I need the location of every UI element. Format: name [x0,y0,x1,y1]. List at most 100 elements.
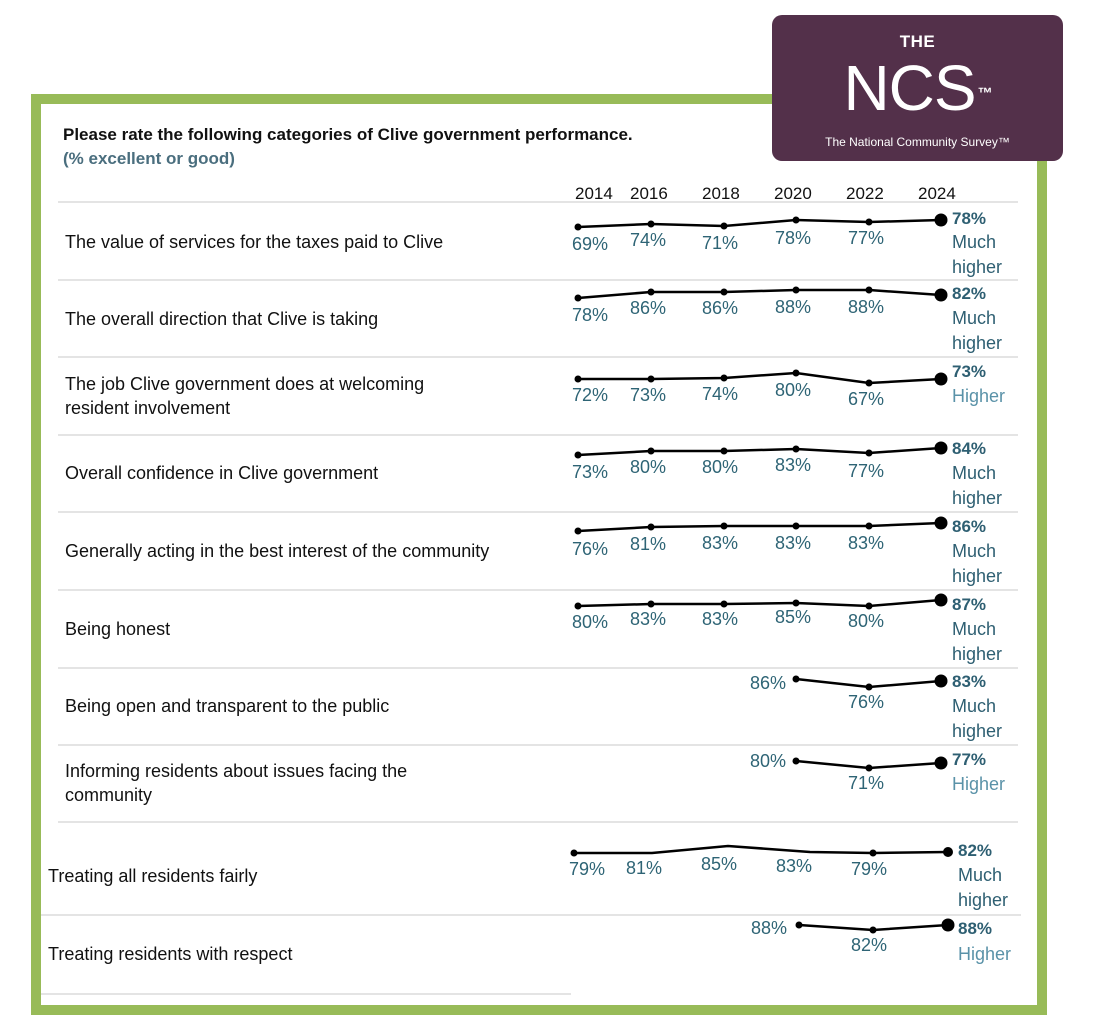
comparison-badge: Much higher [952,617,1002,667]
row-label-line: community [65,785,153,805]
data-value: 86% [750,673,787,693]
year-label: 2024 [918,184,956,203]
comparison-text: higher [952,566,1003,586]
data-value: 83% [702,609,739,629]
comparison-badge: Higher [952,386,1006,406]
row-divider [58,201,1018,203]
data-value: 77% [848,461,885,481]
data-value: 78% [572,305,609,325]
comparison-text: Much [958,865,1003,885]
data-value: 67% [848,389,885,409]
row-label: Informing residents about issues facing … [65,759,407,807]
data-value: 83% [775,455,812,475]
final-value: 78% [952,209,987,228]
comparison-text: higher [958,890,1009,910]
comparison-text: higher [952,488,1003,508]
row-label: Treating all residents fairly [48,866,258,886]
data-value: 73% [630,385,667,405]
row-divider [58,821,1018,823]
row-label: Treating residents with respect [48,944,293,964]
row-label: The overall direction that Clive is taki… [65,309,379,329]
data-value: 85% [701,854,738,874]
data-value: 88% [775,297,812,317]
data-value: 72% [572,385,609,405]
data-value: 76% [848,692,885,712]
comparison-badge: Much higher [952,461,1002,511]
data-value: 69% [572,234,609,254]
final-value: 73% [952,362,987,381]
row-label: Overall confidence in Clive government [65,463,379,483]
comparison-badge: Much higher [952,539,1002,589]
data-value: 88% [751,918,788,938]
data-value: 79% [851,859,888,879]
comparison-text: Much [952,463,997,483]
row-divider [58,744,1018,746]
final-value: 87% [952,595,987,614]
chart-title: Please rate the following categories of … [63,125,633,144]
data-value: 80% [848,611,885,631]
data-value: 78% [775,228,812,248]
comparison-text: higher [952,333,1003,353]
final-value: 88% [958,919,993,938]
row-label: The value of services for the taxes paid… [65,232,444,252]
comparison-badge: Much higher [952,694,1002,744]
comparison-text: Much [952,619,997,639]
data-value: 80% [572,612,609,632]
data-value: 83% [848,533,885,553]
data-value: 81% [630,534,667,554]
data-value: 80% [702,457,739,477]
comparison-badge: Much higher [952,230,1002,280]
year-label: 2018 [702,184,740,203]
data-value: 82% [851,935,888,955]
data-value: 86% [702,298,739,318]
data-value: 73% [572,462,609,482]
year-label: 2022 [846,184,884,203]
comparison-badge: Higher [958,944,1012,964]
data-value: 85% [775,607,812,627]
logo-ncs-text: NCS [843,52,976,124]
comparison-text: higher [952,644,1003,664]
data-value: 80% [750,751,787,771]
year-label: 2016 [630,184,668,203]
final-value: 84% [952,439,987,458]
row-label: The job Clive government does at welcomi… [65,372,424,420]
data-value: 71% [848,773,885,793]
data-value: 86% [630,298,667,318]
row-divider [58,279,1018,281]
final-value: 77% [952,750,987,769]
row-label: Being open and transparent to the public [65,696,390,716]
year-label: 2014 [575,184,613,203]
logo-the: THE [899,32,936,51]
row-divider [58,667,1018,669]
row-divider [41,914,1021,916]
comparison-text: Much [952,308,997,328]
chart-frame [31,94,1047,1015]
comparison-text: higher [952,721,1003,741]
logo-ncs: NCS ™ [772,53,1063,123]
row-label-line: The job Clive government does at welcomi… [65,374,425,394]
data-value: 80% [630,457,667,477]
data-value: 80% [775,380,812,400]
comparison-text: higher [952,257,1003,277]
final-value: 86% [952,517,987,536]
row-divider [58,356,1018,358]
comparison-text: Much [952,232,997,252]
data-value: 77% [848,228,885,248]
data-value: 83% [775,533,812,553]
data-value: 83% [702,533,739,553]
data-value: 83% [630,609,667,629]
final-value: 82% [952,284,987,303]
chart-subtitle: (% excellent or good) [63,149,235,168]
row-divider [58,511,1018,513]
data-value: 88% [848,297,885,317]
comparison-text: Much [952,541,997,561]
comparison-text: Much [952,696,997,716]
data-value: 74% [702,384,739,404]
logo-trademark: ™ [977,85,993,102]
ncs-logo: THE NCS ™ The National Community Survey™ [772,15,1063,161]
comparison-badge: Much higher [952,306,1002,356]
row-label-line: Informing residents about issues facing … [65,761,408,781]
data-value: 74% [630,230,667,250]
comparison-badge: Much higher [958,863,1008,913]
data-value: 83% [776,856,813,876]
